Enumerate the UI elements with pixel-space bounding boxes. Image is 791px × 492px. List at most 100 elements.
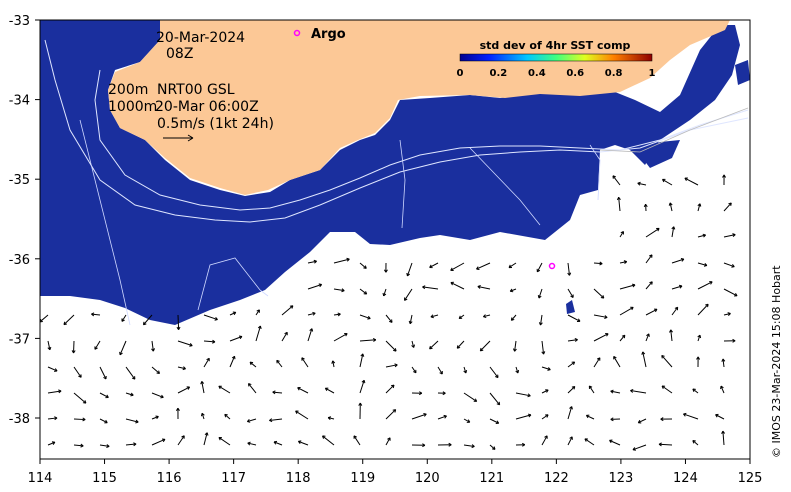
current-vector-head <box>612 175 616 179</box>
current-vector <box>229 356 236 368</box>
current-vector <box>613 356 621 368</box>
colorbar-scale <box>459 53 653 62</box>
current-vector-head <box>200 381 205 385</box>
current-vector-head <box>389 319 393 323</box>
current-vector <box>692 388 699 394</box>
current-vector <box>63 314 75 325</box>
data-source-label: NRT00 GSL <box>157 82 235 98</box>
current-vector <box>297 387 309 394</box>
current-vector-head <box>471 444 475 449</box>
x-tick-label: 125 <box>738 471 763 486</box>
current-vector <box>121 314 127 322</box>
current-vector-head <box>312 311 316 316</box>
current-vector-head <box>105 394 109 399</box>
current-vector <box>273 441 283 446</box>
current-vector-head <box>249 361 254 366</box>
current-vector <box>409 314 413 324</box>
current-vector <box>489 366 499 378</box>
current-vector <box>697 334 701 342</box>
current-vector <box>119 340 127 356</box>
current-vector-head <box>705 303 709 308</box>
current-vector <box>671 306 679 316</box>
current-vector-head <box>721 358 726 362</box>
current-vector <box>125 392 134 396</box>
current-vector <box>489 392 501 406</box>
current-vector-head <box>413 369 417 374</box>
colorbar-tick-label: 0.8 <box>605 68 623 79</box>
current-vector <box>125 418 139 423</box>
current-vector-head <box>571 361 576 365</box>
current-vector-head <box>637 181 641 186</box>
current-vector <box>671 226 675 238</box>
current-vector-head <box>247 383 252 387</box>
current-vector <box>463 366 467 374</box>
current-vector-head <box>731 264 735 268</box>
current-vector <box>383 288 387 297</box>
current-vector <box>269 418 283 421</box>
current-vector-head <box>545 414 549 418</box>
current-vector-head <box>404 297 408 301</box>
current-vector-head <box>71 350 76 354</box>
current-vector-head <box>269 418 273 423</box>
current-vector-head <box>661 385 666 389</box>
vector-scale-label: 0.5m/s (1kt 24h) <box>157 116 274 132</box>
current-vector <box>40 314 49 323</box>
current-vector-head <box>214 316 218 321</box>
current-vector <box>541 340 545 355</box>
current-vector <box>281 305 294 316</box>
current-vector-head <box>94 346 98 350</box>
current-vector-head <box>135 419 139 424</box>
current-vector <box>203 432 208 446</box>
current-vector <box>295 410 309 420</box>
current-vector <box>385 409 397 420</box>
track-line <box>399 139 406 229</box>
current-vector-head <box>658 442 662 447</box>
current-vector <box>333 288 345 292</box>
current-vector-head <box>621 334 626 339</box>
current-vector <box>645 333 650 342</box>
y-tick-label: -33 <box>9 14 30 29</box>
current-vector-head <box>448 442 452 447</box>
current-vector-head <box>649 281 653 285</box>
current-vector-head <box>479 347 484 352</box>
current-vector <box>203 358 210 368</box>
current-vector <box>248 383 257 394</box>
current-vector-head <box>463 369 468 374</box>
current-vector <box>567 436 573 446</box>
current-vector <box>697 234 706 238</box>
current-vector-head <box>620 231 624 235</box>
current-vector-head <box>450 267 454 272</box>
current-vector-head <box>186 386 191 390</box>
current-vector <box>723 313 731 316</box>
x-axis: 114 115 116 117 118 119 120 121 122 123 124 125 <box>28 459 763 486</box>
current-vector-head <box>669 329 673 333</box>
current-vector-head <box>547 367 551 371</box>
current-vector-head <box>660 417 664 422</box>
current-vector <box>593 333 609 342</box>
current-vector-head <box>206 357 210 362</box>
current-vector-head <box>649 254 653 258</box>
current-vector <box>661 385 673 394</box>
current-vector-head <box>720 385 724 390</box>
current-vector <box>450 262 465 271</box>
current-vector <box>151 416 159 420</box>
current-vector-head <box>656 227 660 232</box>
current-vector-head <box>571 385 576 390</box>
current-vector <box>619 306 634 316</box>
current-vector-head <box>54 368 58 372</box>
y-tick-label: -36 <box>9 253 30 268</box>
current-vector <box>328 417 335 420</box>
current-vector <box>463 418 471 423</box>
current-vector <box>91 313 101 316</box>
current-vector <box>723 234 736 238</box>
current-vector <box>697 281 713 290</box>
current-vector <box>429 340 439 350</box>
current-vector-head <box>510 317 515 321</box>
sst-data-field-east <box>640 140 680 168</box>
current-vector <box>99 392 109 398</box>
current-vector <box>697 262 708 267</box>
current-vector-head <box>309 328 314 332</box>
current-vector-head <box>584 438 588 442</box>
current-vector-head <box>630 306 634 311</box>
current-vector <box>567 262 570 276</box>
